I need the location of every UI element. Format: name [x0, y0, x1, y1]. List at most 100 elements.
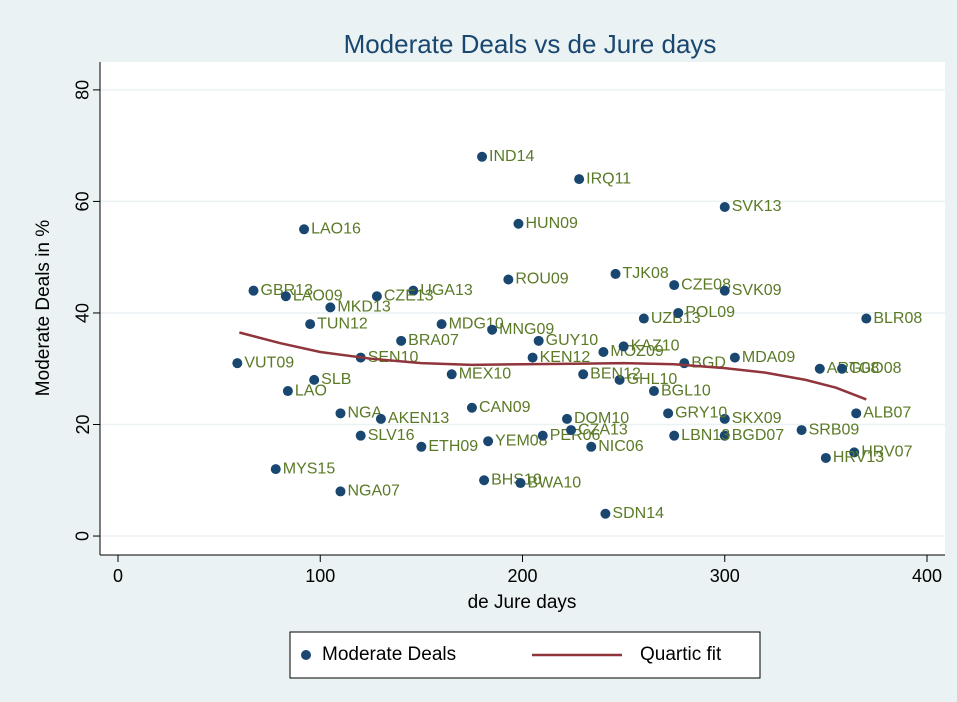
point: [586, 441, 597, 452]
point-label: SVK09: [732, 282, 782, 299]
point-label: DOM10: [574, 410, 629, 427]
point-label: BEN12: [590, 366, 641, 383]
point-label: NGA07: [347, 483, 400, 500]
point-label: SLV16: [368, 427, 415, 444]
point: [851, 408, 862, 419]
point: [669, 280, 680, 291]
point: [513, 218, 524, 229]
point-label: LBN13: [681, 427, 730, 444]
point-label: MDA09: [742, 349, 795, 366]
point: [487, 324, 498, 335]
point: [446, 369, 457, 380]
point: [614, 374, 625, 385]
point-label: GBR13: [261, 282, 314, 299]
chart-title: Moderate Deals vs de Jure days: [344, 29, 717, 59]
point-label: LAO09: [293, 287, 343, 304]
point-label: ROU09: [515, 271, 568, 288]
point: [335, 408, 346, 419]
x-tick-label: 0: [113, 566, 123, 586]
y-tick-label: 0: [73, 531, 93, 541]
point-label: ALB07: [863, 405, 911, 422]
point-label: CAN09: [479, 399, 531, 416]
point: [598, 347, 609, 357]
legend: [289, 631, 761, 679]
point: [355, 430, 366, 441]
point: [814, 363, 825, 374]
point-label: MYS15: [283, 460, 336, 477]
point-label: ETH09: [428, 438, 478, 455]
y-tick-label: 60: [73, 191, 93, 211]
point: [477, 151, 488, 162]
fit-line: [239, 331, 867, 401]
point: [820, 452, 831, 463]
point: [729, 352, 740, 363]
point: [638, 313, 649, 324]
x-tick-label: 400: [912, 566, 942, 586]
x-tick-label: 100: [305, 566, 335, 586]
point: [533, 335, 544, 346]
point: [232, 358, 243, 369]
point-label: UGA13: [420, 282, 473, 299]
point: [416, 441, 427, 452]
point: [679, 358, 690, 369]
point-label: CZA13: [578, 421, 628, 438]
point: [371, 291, 382, 302]
point-label: TUN12: [317, 315, 368, 332]
point: [837, 363, 848, 374]
point: [466, 402, 477, 413]
point-label: AKEN13: [388, 410, 449, 427]
point-label: LAO16: [311, 221, 361, 238]
point-label: GHL10: [627, 371, 678, 388]
point: [578, 369, 589, 380]
point-label: TGO08: [849, 360, 902, 377]
point: [719, 285, 730, 296]
point-label: YEM08: [495, 432, 548, 449]
y-tick-label: 20: [73, 414, 93, 434]
point-label: NGA: [347, 405, 382, 422]
point-label: IRQ11: [586, 170, 631, 187]
point: [861, 313, 872, 324]
point-label: SKX09: [732, 410, 782, 427]
point: [796, 425, 807, 436]
point-label: IND14: [489, 148, 534, 165]
point-label: UZB13: [651, 310, 701, 327]
y-tick-label: 40: [73, 303, 93, 323]
point: [719, 202, 730, 212]
point: [483, 436, 494, 447]
point-label: BRA07: [408, 332, 459, 349]
point: [566, 425, 577, 436]
point: [299, 224, 310, 235]
point-label: POL09: [685, 304, 735, 321]
legend-marker: [301, 650, 311, 660]
point: [669, 430, 680, 441]
point: [503, 274, 514, 285]
x-tick-label: 300: [710, 566, 740, 586]
point: [527, 352, 538, 363]
legend-label: Moderate Deals: [322, 644, 456, 665]
point-label: CZE13: [384, 287, 434, 304]
point: [648, 386, 659, 397]
point-label: GRY10: [675, 405, 727, 422]
point: [719, 430, 730, 441]
point-label: LAO: [295, 382, 327, 399]
point: [574, 174, 585, 185]
point-label: BHS10: [491, 471, 542, 488]
point: [561, 413, 572, 424]
point: [282, 386, 293, 397]
point: [849, 447, 860, 458]
point-label: CZE08: [681, 276, 731, 293]
x-axis-label: de Jure days: [468, 592, 577, 613]
point: [280, 291, 291, 302]
point: [600, 508, 611, 519]
point: [673, 307, 684, 318]
point: [515, 478, 526, 489]
plot-area: [100, 62, 945, 555]
y-tick-label: 80: [73, 80, 93, 100]
point: [408, 285, 419, 296]
x-tick-label: 200: [507, 566, 537, 586]
point: [270, 464, 281, 475]
point-label: BGL10: [661, 382, 711, 399]
point: [479, 475, 490, 486]
point-label: GUY10: [546, 332, 599, 349]
